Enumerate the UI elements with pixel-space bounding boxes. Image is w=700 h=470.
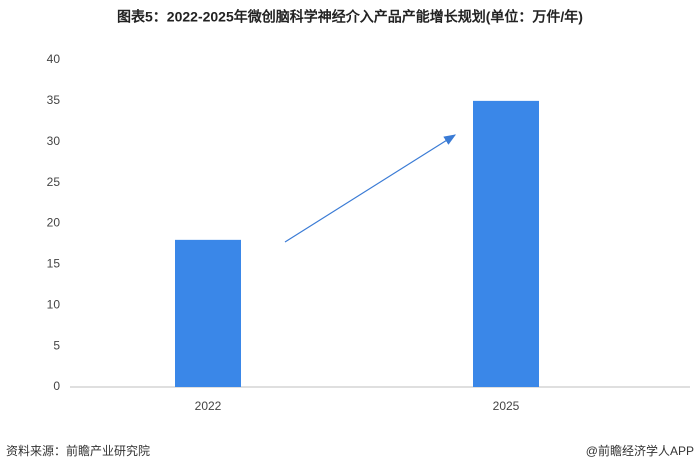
y-tick-label: 35: [47, 93, 61, 107]
x-tick-label: 2025: [493, 399, 520, 413]
credit: @前瞻经济学人APP: [586, 443, 694, 458]
trend-arrow: [284, 134, 457, 243]
y-tick-label: 10: [47, 297, 61, 311]
bar: [175, 239, 241, 387]
y-tick-label: 15: [47, 257, 61, 271]
bar: [473, 100, 539, 387]
y-tick-label: 40: [47, 52, 61, 66]
y-tick-label: 0: [53, 379, 60, 393]
y-tick-label: 20: [47, 216, 61, 230]
source: 资料来源：前瞻产业研究院: [6, 443, 150, 458]
x-tick-label: 2022: [195, 399, 222, 413]
y-tick-label: 25: [47, 175, 61, 189]
y-tick-label: 30: [47, 134, 61, 148]
y-tick-label: 5: [53, 338, 60, 352]
chart-title: 图表5：2022-2025年微创脑科学神经介入产品产能增长规划(单位：万件/年): [117, 9, 583, 25]
